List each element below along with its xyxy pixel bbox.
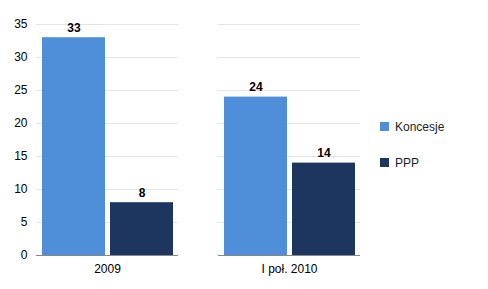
svg-text:33: 33: [67, 21, 81, 35]
svg-text:25: 25: [14, 83, 28, 97]
svg-text:0: 0: [21, 248, 28, 262]
svg-text:14: 14: [317, 146, 331, 160]
svg-text:35: 35: [14, 17, 28, 31]
svg-text:24: 24: [249, 80, 263, 94]
svg-text:5: 5: [21, 215, 28, 229]
svg-text:30: 30: [14, 50, 28, 64]
html-text:PPP: PPP: [395, 155, 419, 170]
svg-text:20: 20: [14, 116, 28, 130]
html-text:Koncesje: Koncesje: [395, 119, 445, 134]
svg-text:8: 8: [139, 186, 146, 200]
svg-text:I poł. 2010: I poł. 2010: [261, 262, 317, 276]
svg-text:10: 10: [14, 182, 28, 196]
svg-text:15: 15: [14, 149, 28, 163]
svg-text:2009: 2009: [94, 262, 121, 276]
